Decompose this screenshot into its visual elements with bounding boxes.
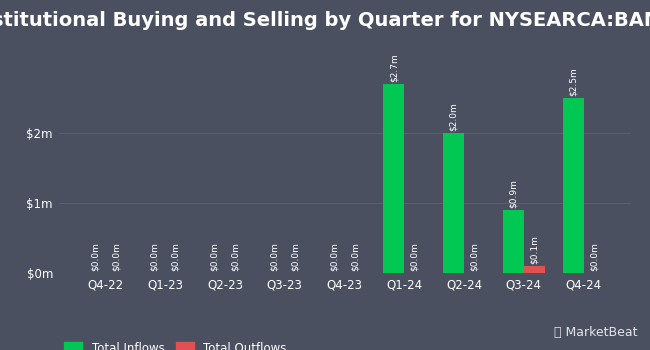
Text: $0.0m: $0.0m — [410, 243, 419, 271]
Text: $0.0m: $0.0m — [150, 243, 159, 271]
Bar — [563, 98, 584, 273]
Text: $2.0m: $2.0m — [449, 103, 458, 131]
Text: $0.0m: $0.0m — [470, 243, 479, 271]
Text: $2.5m: $2.5m — [569, 68, 578, 96]
Bar — [443, 133, 464, 273]
Text: $0.9m: $0.9m — [509, 179, 518, 208]
Text: ⼏ MarketBeat: ⼏ MarketBeat — [554, 327, 637, 340]
Text: $0.0m: $0.0m — [111, 243, 120, 271]
Text: $0.0m: $0.0m — [350, 243, 359, 271]
Text: $0.0m: $0.0m — [90, 243, 99, 271]
Text: $0.0m: $0.0m — [231, 243, 240, 271]
Bar — [503, 210, 524, 273]
Text: $0.0m: $0.0m — [210, 243, 219, 271]
Text: $2.7m: $2.7m — [389, 54, 398, 82]
Text: $0.1m: $0.1m — [530, 236, 539, 264]
Text: $0.0m: $0.0m — [291, 243, 300, 271]
Text: $0.0m: $0.0m — [330, 243, 339, 271]
Text: $0.0m: $0.0m — [270, 243, 279, 271]
Text: Institutional Buying and Selling by Quarter for NYSEARCA:BAMU: Institutional Buying and Selling by Quar… — [0, 10, 650, 29]
Bar — [384, 84, 404, 273]
Legend: Total Inflows, Total Outflows: Total Inflows, Total Outflows — [64, 342, 287, 350]
Text: $0.0m: $0.0m — [590, 243, 599, 271]
Text: $0.0m: $0.0m — [171, 243, 180, 271]
Bar — [524, 266, 545, 273]
